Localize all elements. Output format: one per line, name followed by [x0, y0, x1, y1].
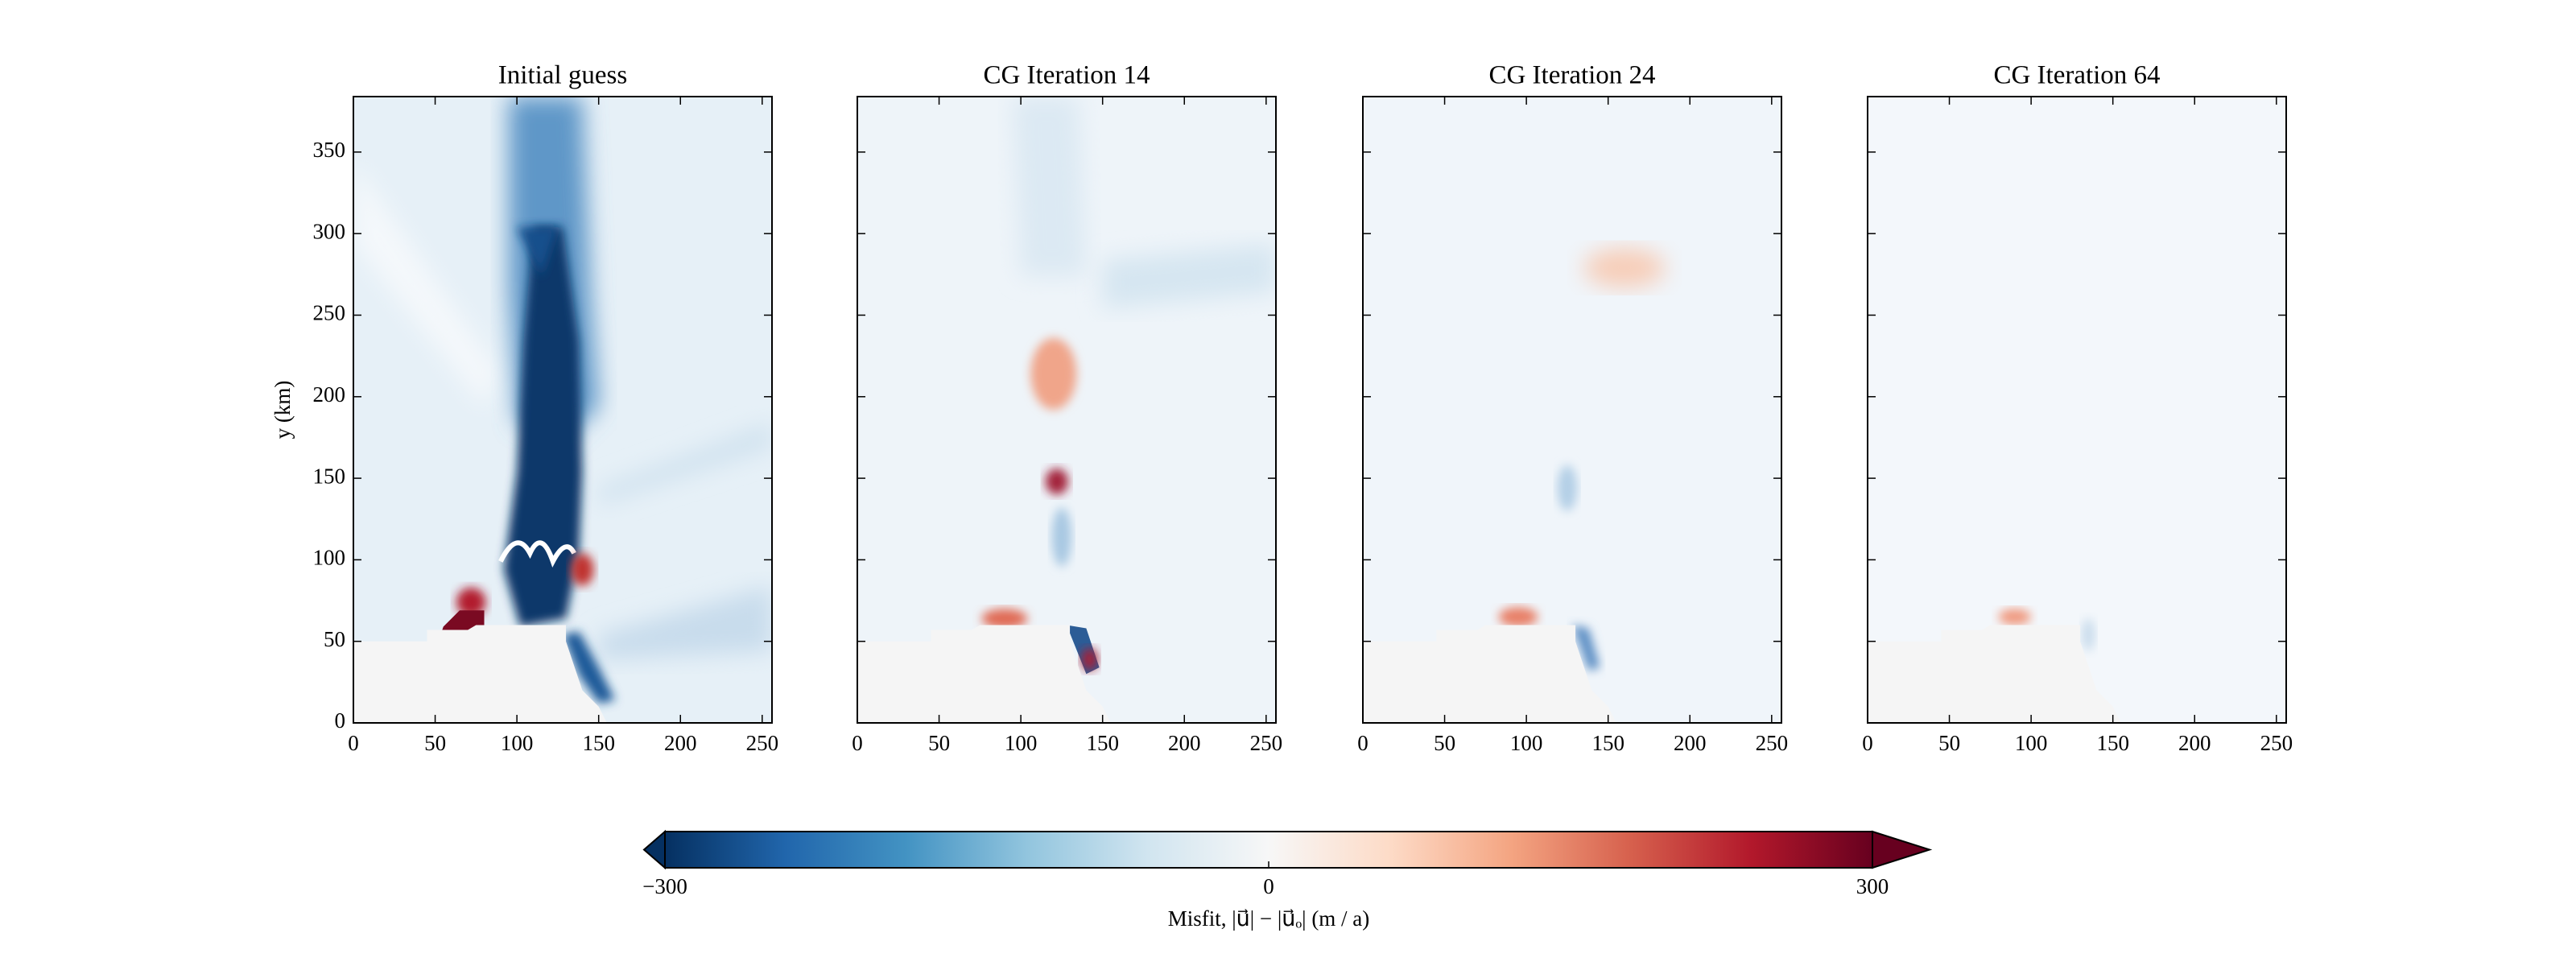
- y-tick-label: 50: [324, 627, 345, 651]
- x-tick-label: 200: [1674, 731, 1707, 755]
- x-tick-label: 0: [1862, 731, 1873, 755]
- colorbar-extension: [642, 829, 666, 870]
- colorbar-label: Misfit, |u⃗| − |u⃗ₒ| (m / a): [1168, 906, 1370, 931]
- x-tick-label: 0: [852, 731, 863, 755]
- x-tick-label: 250: [746, 731, 779, 755]
- y-tick-label: 150: [313, 464, 346, 488]
- heatmap-field: [353, 97, 772, 723]
- y-tick-label: 100: [313, 546, 346, 570]
- x-tick-label: 150: [1086, 731, 1119, 755]
- panel-title: CG Iteration 64: [1993, 61, 2160, 90]
- heatmap-field: [1868, 97, 2286, 723]
- x-tick-label: 150: [1591, 731, 1624, 755]
- x-tick-label: 100: [501, 731, 534, 755]
- y-axis-label: y (km): [270, 381, 295, 440]
- heatmap-field: [1363, 97, 1781, 723]
- x-tick-label: 100: [1510, 731, 1543, 755]
- x-tick-label: 100: [2015, 731, 2048, 755]
- x-tick-label: 50: [1434, 731, 1455, 755]
- x-tick-label: 150: [582, 731, 615, 755]
- y-tick-label: 300: [313, 219, 346, 243]
- panel-title: CG Iteration 24: [1488, 61, 1655, 90]
- x-tick-label: 50: [424, 731, 446, 755]
- y-tick-label: 200: [313, 382, 346, 407]
- heatmap-field: [857, 97, 1276, 723]
- x-tick-label: 200: [664, 731, 697, 755]
- colorbar-tick-label: 0: [1263, 874, 1274, 898]
- x-tick-label: 200: [1168, 731, 1201, 755]
- axes-frame: [353, 96, 773, 724]
- x-tick-label: 150: [2096, 731, 2129, 755]
- x-tick-label: 0: [1357, 731, 1368, 755]
- y-tick-label: 350: [313, 138, 346, 162]
- x-tick-label: 50: [1938, 731, 1960, 755]
- axes-frame: [1362, 96, 1782, 724]
- x-tick-label: 50: [928, 731, 950, 755]
- x-tick-label: 250: [1250, 731, 1283, 755]
- x-tick-label: 0: [348, 731, 359, 755]
- x-tick-label: 100: [1005, 731, 1038, 755]
- colorbar-tick-label: 300: [1856, 874, 1889, 898]
- x-tick-label: 250: [2260, 731, 2293, 755]
- panel-title: Initial guess: [498, 61, 627, 90]
- y-tick-label: 0: [335, 708, 346, 733]
- y-tick-label: 250: [313, 301, 346, 325]
- panel-title: CG Iteration 14: [983, 61, 1150, 90]
- x-tick-label: 200: [2178, 731, 2211, 755]
- colorbar-tick-label: −300: [642, 874, 687, 898]
- colorbar-extension: [1872, 830, 1933, 869]
- axes-frame: [857, 96, 1277, 724]
- x-tick-label: 250: [1756, 731, 1789, 755]
- axes-frame: [1867, 96, 2287, 724]
